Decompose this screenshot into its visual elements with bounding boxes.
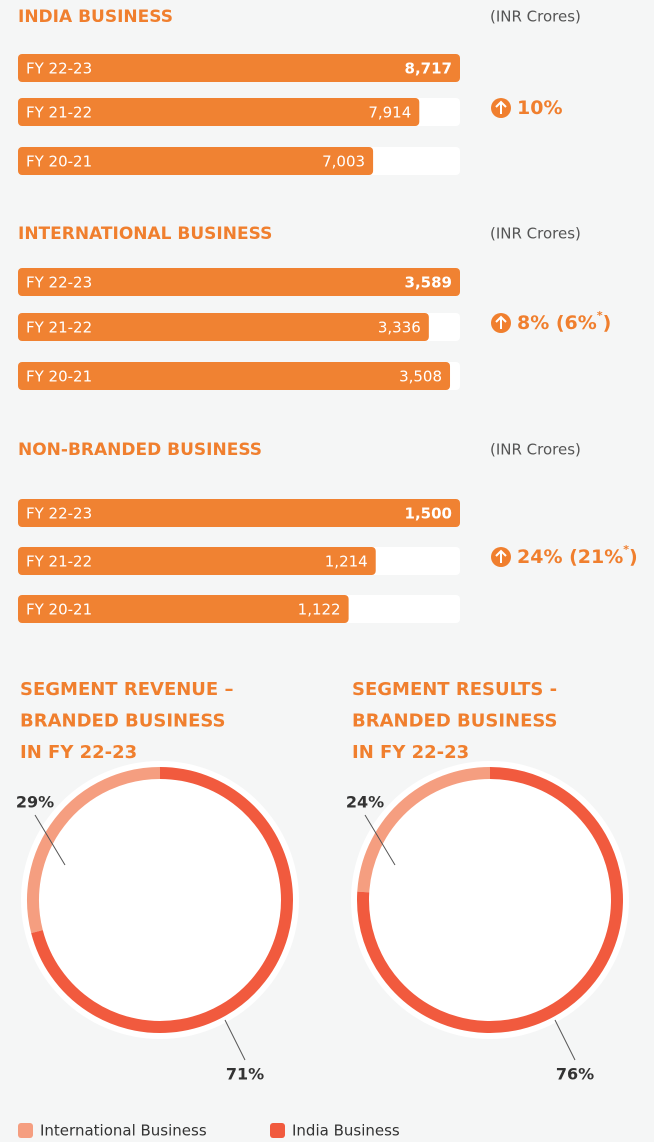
value-label: 7,003 <box>322 153 365 171</box>
donut-segment <box>357 767 491 893</box>
growth-text: ) <box>629 546 638 568</box>
chart-title: INDIA BUSINESS <box>18 7 173 27</box>
chart-title: SEGMENT REVENUE – <box>20 679 233 700</box>
bar <box>18 313 429 341</box>
data-label: 29% <box>16 793 54 812</box>
category-label: FY 20-21 <box>26 601 92 619</box>
value-label: 1,122 <box>298 601 341 619</box>
value-label: 1,500 <box>405 505 452 523</box>
legend-swatch <box>270 1123 285 1138</box>
value-label: 3,336 <box>378 319 421 337</box>
unit-label: (INR Crores) <box>490 8 581 26</box>
chart-title: NON-BRANDED BUSINESS <box>18 440 262 460</box>
leader-line <box>224 1019 246 1061</box>
chart-title: IN FY 22-23 <box>20 742 137 763</box>
growth-text: ) <box>603 312 612 334</box>
chart-title: IN FY 22-23 <box>352 742 469 763</box>
growth-arrow <box>495 549 507 563</box>
bar <box>18 362 451 390</box>
legend-label: International Business <box>40 1122 207 1140</box>
value-label: 7,914 <box>368 104 411 122</box>
growth-text: 24% (21% <box>517 546 623 568</box>
growth-label: 8% (6%*) <box>517 309 611 334</box>
bar <box>18 547 376 575</box>
growth-text: 10% <box>517 97 562 119</box>
value-label: 8,717 <box>405 60 452 78</box>
legend-label: India Business <box>292 1122 400 1140</box>
bar <box>18 98 420 126</box>
growth-footnote-mark: * <box>623 543 629 556</box>
donut-segment <box>31 767 293 1033</box>
category-label: FY 22-23 <box>26 60 92 78</box>
bar <box>18 147 374 175</box>
value-label: 1,214 <box>325 553 368 571</box>
leader-line <box>364 814 396 866</box>
growth-label: 24% (21%*) <box>517 543 638 568</box>
growth-arrow <box>495 315 507 329</box>
data-label: 24% <box>346 793 384 812</box>
unit-label: (INR Crores) <box>490 225 581 243</box>
chart-title: BRANDED BUSINESS <box>20 711 226 732</box>
donut-segment <box>27 767 161 934</box>
leader-line <box>34 814 66 866</box>
chart-title: SEGMENT RESULTS - <box>352 679 557 700</box>
data-label: 76% <box>556 1065 594 1084</box>
category-label: FY 21-22 <box>26 553 92 571</box>
growth-text: 8% (6% <box>517 312 597 334</box>
chart-title: BRANDED BUSINESS <box>352 711 558 732</box>
category-label: FY 21-22 <box>26 104 92 122</box>
growth-arrow <box>495 100 507 114</box>
value-label: 3,508 <box>399 368 442 386</box>
data-label: 71% <box>226 1065 264 1084</box>
category-label: FY 22-23 <box>26 274 92 292</box>
bar <box>18 54 460 82</box>
chart-title: INTERNATIONAL BUSINESS <box>18 224 272 244</box>
category-label: FY 22-23 <box>26 505 92 523</box>
donut-halo <box>351 761 629 1039</box>
bar <box>18 268 460 296</box>
bar <box>18 595 349 623</box>
value-label: 3,589 <box>405 274 452 292</box>
donut-segment <box>357 767 623 1033</box>
category-label: FY 20-21 <box>26 368 92 386</box>
growth-footnote-mark: * <box>597 309 603 322</box>
category-label: FY 20-21 <box>26 153 92 171</box>
bar <box>18 499 460 527</box>
growth-label: 10% <box>517 97 562 119</box>
category-label: FY 21-22 <box>26 319 92 337</box>
leader-line <box>554 1019 576 1061</box>
unit-label: (INR Crores) <box>490 441 581 459</box>
legend-swatch <box>18 1123 33 1138</box>
donut-halo <box>21 761 299 1039</box>
